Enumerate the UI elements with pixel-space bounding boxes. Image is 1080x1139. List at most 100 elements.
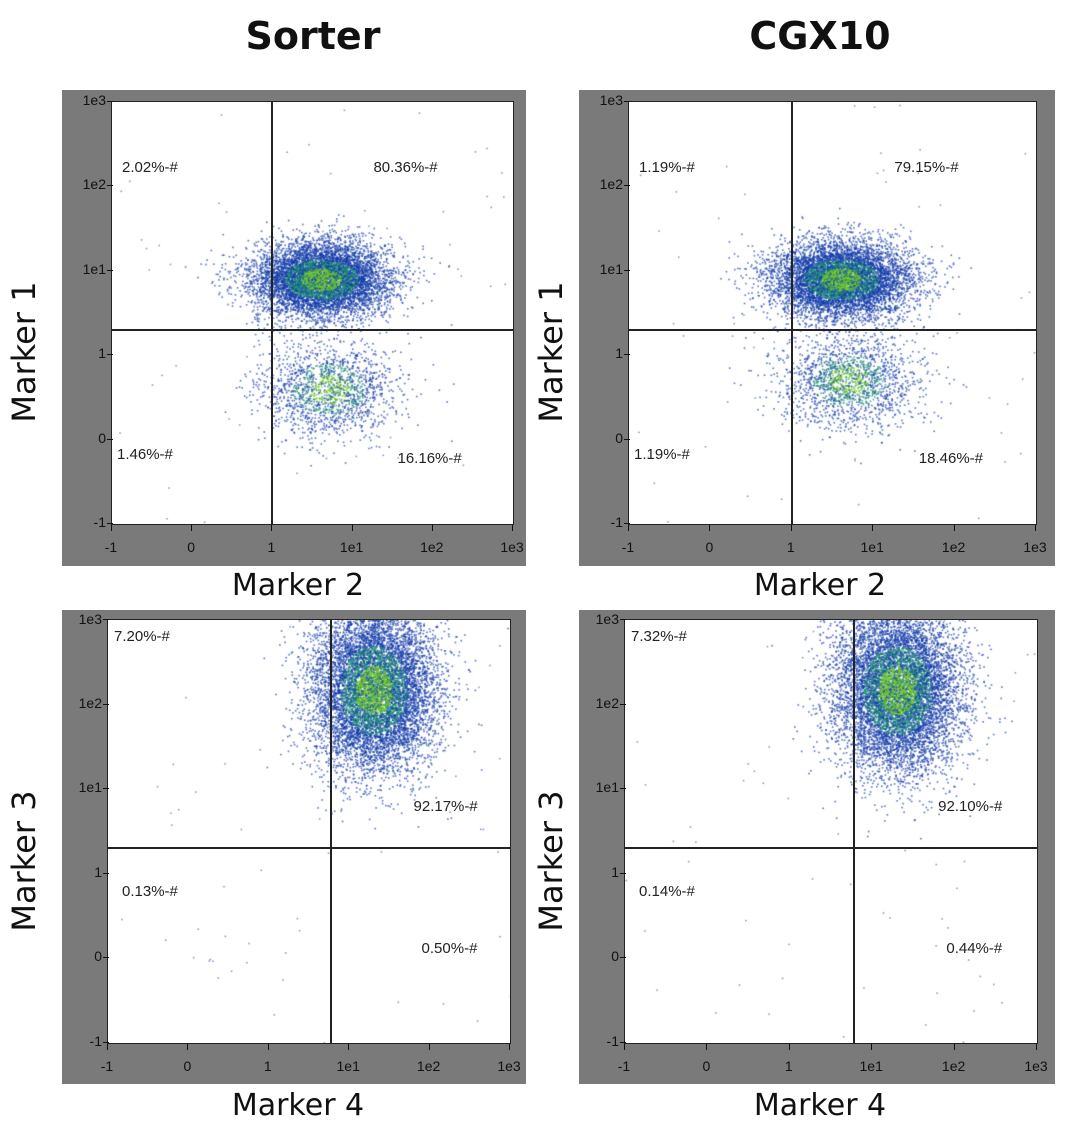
y-tick-mark: [103, 704, 109, 705]
y-tick-mark: [107, 101, 113, 102]
y-tick-label: -1: [610, 514, 623, 530]
gate-vertical-line[interactable]: [271, 102, 274, 524]
quadrant-percent-upper-right: 80.36%-#: [373, 158, 438, 176]
y-tick-mark: [103, 1042, 109, 1043]
quadrant-percent-upper-right: 92.17%-#: [413, 798, 478, 816]
quadrant-percent-lower-left: 1.19%-#: [634, 446, 690, 464]
scatter-plot-area-3: 7.20%-# 92.17%-# 0.13%-# 0.50%-#: [107, 619, 511, 1044]
x-tick-label: 1: [786, 539, 795, 555]
x-tick-mark: [187, 1044, 188, 1050]
event-dots: [112, 102, 513, 524]
y-tick-label: 1: [611, 863, 619, 880]
scatter-plot-area-2: 1.19%-# 79.15%-# 1.19%-# 18.46%-#: [628, 101, 1037, 525]
x-tick-mark: [954, 1044, 955, 1050]
y-tick-label: 1e3: [82, 92, 106, 108]
y-tick-mark: [107, 439, 113, 440]
x-axis-label: Marker 4: [753, 1088, 887, 1123]
gate-horizontal-line[interactable]: [108, 847, 510, 850]
y-tick-mark: [620, 873, 626, 874]
y-tick-mark: [620, 619, 626, 620]
column-title-sorter: Sorter: [245, 14, 381, 58]
y-tick-label: 1: [98, 345, 106, 362]
gate-vertical-line[interactable]: [790, 102, 793, 524]
y-tick-label: 1e1: [78, 779, 102, 796]
event-dots: [625, 620, 1037, 1043]
y-tick-mark: [103, 788, 109, 789]
x-tick-mark: [871, 1044, 872, 1050]
quadrant-percent-upper-left: 7.20%-#: [114, 628, 170, 645]
y-tick-label: 0: [615, 429, 623, 446]
x-tick-mark: [191, 525, 192, 531]
x-tick-label: 1e2: [941, 539, 966, 555]
y-tick-label: 1e3: [78, 611, 102, 627]
y-axis-label: Marker 3: [5, 790, 43, 932]
x-axis-label: Marker 4: [231, 1088, 365, 1123]
y-tick-mark: [624, 354, 630, 355]
y-tick-mark: [624, 101, 630, 102]
gate-horizontal-line[interactable]: [112, 328, 513, 331]
gate-vertical-line[interactable]: [852, 620, 855, 1043]
x-tick-mark: [107, 1044, 108, 1050]
x-tick-label: 0: [187, 539, 196, 555]
gate-horizontal-line[interactable]: [629, 328, 1036, 331]
x-tick-label: 1e1: [339, 539, 364, 555]
y-tick-label: 0: [94, 948, 102, 965]
x-tick-label: -1: [104, 539, 118, 555]
quadrant-percent-upper-left: 1.19%-#: [639, 158, 695, 176]
x-tick-mark: [268, 1044, 269, 1050]
x-tick-mark: [1036, 1044, 1037, 1050]
x-tick-label: -1: [617, 1058, 631, 1074]
x-tick-label: 1e3: [1023, 539, 1047, 555]
x-tick-mark: [706, 1044, 707, 1050]
y-tick-mark: [103, 619, 109, 620]
y-tick-label: 1e3: [595, 611, 619, 627]
y-tick-mark: [624, 439, 630, 440]
quadrant-percent-lower-left: 1.46%-#: [117, 446, 173, 464]
y-tick-mark: [620, 1042, 626, 1043]
y-tick-label: -1: [89, 1033, 102, 1049]
x-tick-label: 0: [183, 1058, 192, 1074]
y-tick-mark: [107, 270, 113, 271]
y-tick-mark: [103, 873, 109, 874]
x-tick-mark: [348, 1044, 349, 1050]
y-tick-mark: [620, 704, 626, 705]
y-tick-mark: [620, 788, 626, 789]
quadrant-percent-upper-left: 2.02%-#: [122, 158, 178, 176]
y-tick-label: -1: [606, 1033, 619, 1049]
quadrant-percent-lower-right: 0.50%-#: [421, 939, 478, 957]
x-axis-label: Marker 2: [231, 568, 365, 603]
x-tick-mark: [628, 525, 629, 531]
event-dots: [629, 102, 1036, 524]
x-tick-mark: [709, 525, 710, 531]
x-tick-label: 1e1: [860, 539, 884, 555]
y-tick-label: -1: [93, 514, 106, 530]
y-tick-mark: [107, 185, 113, 186]
quadrant-percent-lower-right: 18.46%-#: [918, 450, 983, 468]
x-tick-mark: [352, 525, 353, 531]
x-tick-label: 1: [267, 539, 276, 555]
quadrant-percent-lower-right: 0.44%-#: [946, 939, 1003, 957]
y-tick-label: 1e1: [595, 779, 619, 796]
y-tick-mark: [107, 354, 113, 355]
x-tick-label: 1e3: [497, 1058, 521, 1074]
y-tick-label: 0: [611, 948, 619, 965]
y-axis-label: Marker 3: [532, 790, 570, 932]
gate-vertical-line[interactable]: [330, 620, 333, 1043]
column-title-cgx10: CGX10: [749, 14, 891, 58]
y-tick-label: 1e1: [82, 260, 106, 277]
y-tick-label: 1e2: [599, 176, 623, 193]
y-tick-mark: [620, 957, 626, 958]
x-tick-label: -1: [621, 539, 635, 555]
quadrant-percent-upper-right: 92.10%-#: [938, 798, 1003, 816]
x-tick-label: 1e3: [500, 539, 524, 555]
x-tick-mark: [791, 525, 792, 531]
y-tick-label: 1e2: [78, 694, 102, 711]
gate-horizontal-line[interactable]: [625, 847, 1037, 850]
y-tick-label: 1e3: [599, 92, 623, 108]
x-tick-mark: [954, 525, 955, 531]
x-tick-label: 1e1: [336, 1058, 360, 1074]
quadrant-percent-lower-right: 16.16%-#: [397, 450, 462, 468]
x-tick-mark: [789, 1044, 790, 1050]
x-axis-label: Marker 2: [753, 568, 887, 603]
y-axis-label: Marker 1: [532, 281, 570, 423]
